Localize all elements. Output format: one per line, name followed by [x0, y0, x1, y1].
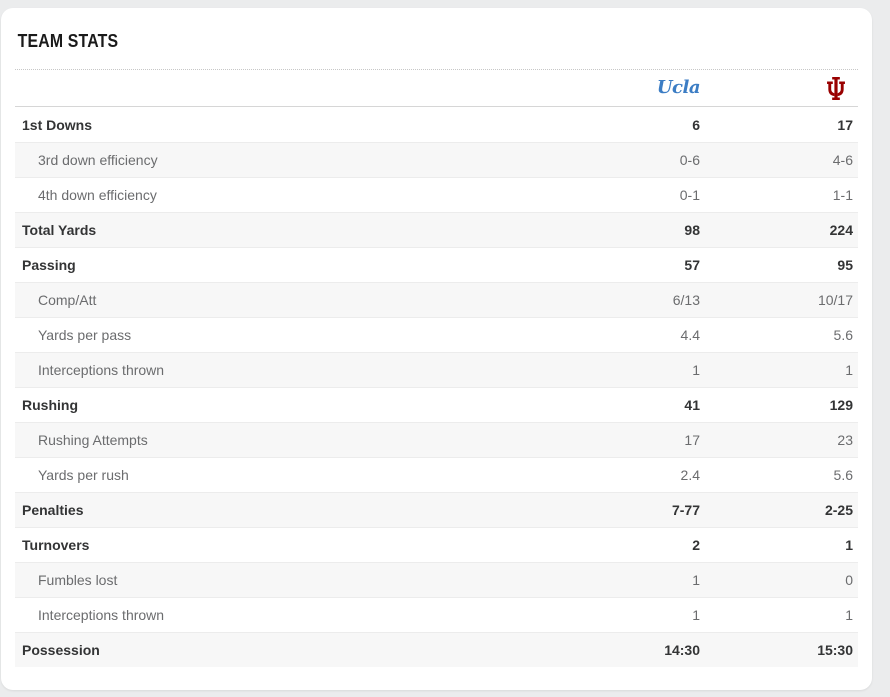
table-row: Interceptions thrown 1 1: [15, 597, 858, 632]
stat-label: Yards per pass: [38, 327, 132, 343]
stat-label: 1st Downs: [22, 116, 93, 133]
table-row: Comp/Att 6/13 10/17: [15, 282, 858, 317]
table-row: Yards per rush 2.4 5.6: [15, 457, 858, 492]
away-value: 4.4: [680, 327, 700, 343]
table-row: Yards per pass 4.4 5.6: [15, 317, 858, 352]
home-value: 224: [829, 222, 853, 238]
home-value: 1: [845, 537, 853, 553]
home-value: 17: [837, 116, 853, 133]
stat-label: Comp/Att: [38, 292, 97, 308]
stat-label: Rushing: [22, 397, 78, 413]
card-title: TEAM STATS: [17, 31, 119, 51]
home-value: 2-25: [824, 502, 853, 518]
table-row: Penalties 7-77 2-25: [15, 492, 858, 527]
home-team-column-header: [700, 76, 858, 100]
table-row: 4th down efficiency 0-1 1-1: [15, 177, 858, 212]
table-row: Fumbles lost 1 0: [15, 562, 858, 597]
table-row: Total Yards 98 224: [15, 212, 858, 247]
home-value: 1: [845, 607, 853, 623]
team-stats-rows: 1st Downs 6 17 3rd down efficiency 0-6 4…: [15, 107, 858, 667]
away-value: 57: [684, 257, 700, 273]
home-value: 23: [837, 432, 853, 448]
table-row: 1st Downs 6 17: [15, 107, 858, 142]
stat-label: Possession: [22, 642, 100, 658]
home-value: 5.6: [833, 327, 853, 343]
away-value: 41: [684, 397, 700, 413]
home-value: 1: [845, 362, 853, 378]
table-row: Passing 57 95: [15, 247, 858, 282]
away-value: 2.4: [680, 467, 700, 483]
stat-label: Interceptions thrown: [38, 607, 165, 623]
table-row: Possession 14:30 15:30: [15, 632, 858, 667]
away-team-column-header: Ucla: [560, 77, 701, 98]
stat-label: 3rd down efficiency: [38, 152, 158, 168]
away-value: 6: [692, 116, 700, 133]
table-row: Turnovers 2 1: [15, 527, 858, 562]
table-row: Rushing Attempts 17 23: [15, 422, 858, 457]
away-value: 1: [692, 362, 700, 378]
away-value: 2: [692, 537, 700, 553]
away-value: 1: [692, 572, 700, 588]
stat-label: Yards per rush: [38, 467, 129, 483]
stat-label: Interceptions thrown: [38, 362, 165, 378]
table-row: 3rd down efficiency 0-6 4-6: [15, 142, 858, 177]
home-value: 4-6: [832, 152, 853, 168]
stat-label: Turnovers: [22, 537, 90, 553]
home-value: 1-1: [832, 187, 853, 203]
away-value: 0-6: [679, 152, 700, 168]
team-stats-card: TEAM STATS Ucla 1st Downs 6 17 3rd down …: [1, 8, 872, 690]
team-logos-header-row: Ucla: [15, 70, 858, 107]
away-value: 7-77: [671, 502, 700, 518]
away-value: 6/13: [672, 292, 700, 308]
card-header: TEAM STATS: [15, 8, 858, 70]
away-value: 1: [692, 607, 700, 623]
home-value: 15:30: [817, 642, 853, 658]
stat-label: Passing: [22, 257, 76, 273]
stat-label: 4th down efficiency: [38, 187, 157, 203]
stat-label: Total Yards: [22, 222, 97, 238]
away-value: 14:30: [664, 642, 700, 658]
stat-label: Rushing Attempts: [38, 432, 148, 448]
away-value: 98: [684, 222, 700, 238]
ucla-script-logo-icon: Ucla: [656, 77, 701, 98]
home-value: 5.6: [833, 467, 853, 483]
iu-trident-logo-icon: [827, 76, 845, 100]
home-value: 129: [829, 397, 853, 413]
table-row: Interceptions thrown 1 1: [15, 352, 858, 387]
home-value: 95: [837, 257, 853, 273]
table-row: Rushing 41 129: [15, 387, 858, 422]
home-value: 0: [845, 572, 853, 588]
stat-label: Penalties: [22, 502, 84, 518]
away-value: 0-1: [679, 187, 700, 203]
home-value: 10/17: [817, 292, 853, 308]
stat-label: Fumbles lost: [38, 572, 118, 588]
away-value: 17: [684, 432, 700, 448]
